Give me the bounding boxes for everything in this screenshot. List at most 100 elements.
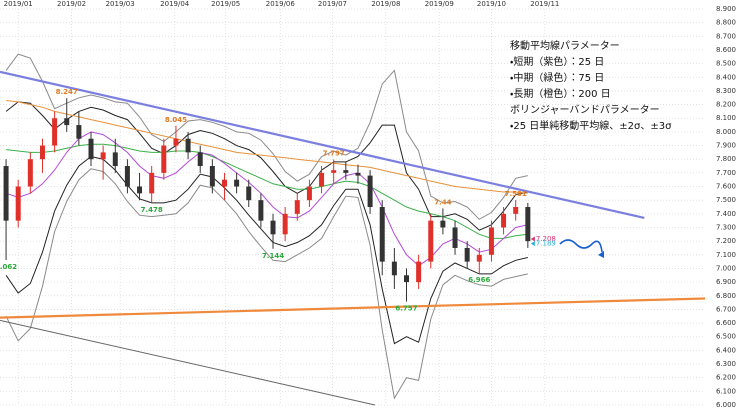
candle-body (234, 179, 240, 187)
x-tick-label: 2019/03 (106, 0, 135, 8)
x-tick-label: 2019/11 (530, 0, 559, 8)
price-marker (530, 236, 535, 242)
price-marker (530, 241, 535, 247)
y-tick-label: 8.800 (716, 19, 736, 27)
y-tick-label: 8.000 (716, 128, 736, 136)
y-tick-label: 6.600 (716, 319, 736, 327)
y-tick-label: 8.600 (716, 46, 736, 54)
candle-body (124, 166, 130, 187)
price-annotation: 7.062 (0, 263, 17, 271)
y-tick-label: 8.400 (716, 73, 736, 81)
y-tick-label: 7.400 (716, 210, 736, 218)
arrow-head (598, 251, 604, 258)
candle-body (3, 166, 9, 221)
y-tick-label: 7.500 (716, 196, 736, 204)
candle-body (331, 170, 337, 173)
x-tick-label: 2019/05 (211, 0, 240, 8)
candle-body (294, 200, 300, 214)
candle-body (27, 159, 33, 187)
y-tick-label: 7.600 (716, 183, 736, 191)
candle-body (173, 138, 179, 146)
candle-body (258, 200, 264, 221)
note: ボリンジャーバンドパラメーター (510, 104, 660, 116)
x-tick-label: 2019/10 (477, 0, 506, 8)
price-annotation: 8.247 (56, 88, 78, 96)
candle-body (525, 207, 531, 242)
candle-body (367, 175, 373, 207)
price-annotation: 6.757 (395, 305, 417, 313)
candle-body (440, 220, 446, 228)
candle-body (282, 213, 288, 235)
grid (0, 8, 705, 406)
x-tick-label: 2019/09 (425, 0, 454, 8)
candle-body (416, 261, 422, 283)
candle-body (246, 186, 252, 201)
x-tick-label: 2019/01 (4, 0, 33, 8)
y-tick-label: 8.200 (716, 101, 736, 109)
y-tick-label: 7.100 (716, 251, 736, 259)
candle-body (428, 220, 434, 262)
x-tick-label: 2019/02 (57, 0, 86, 8)
y-tick-label: 7.000 (716, 264, 736, 272)
price-annotation: 7.478 (141, 206, 163, 214)
forecast-arrow (559, 239, 603, 253)
candle-body (64, 118, 70, 126)
candle-body (379, 207, 385, 262)
candle-body (52, 118, 58, 146)
y-tick-label: 6.100 (716, 387, 736, 395)
y-tick-label: 8.500 (716, 60, 736, 68)
candle-body (137, 186, 143, 194)
note: ・25 日単純移動平均線、±2σ、±3σ (510, 119, 672, 132)
candle-body (452, 227, 458, 248)
candle-body (15, 186, 21, 221)
candle-body (513, 207, 519, 214)
x-tick-label: 2019/07 (318, 0, 347, 8)
y-tick-label: 6.500 (716, 333, 736, 341)
indicator-line (5, 53, 528, 220)
note: ・短期（紫色）：25 日 (510, 55, 604, 68)
candle-body (488, 227, 494, 255)
note: ・長期（橙色）：200 日 (510, 87, 611, 100)
price-annotation: 6.966 (468, 276, 490, 284)
price-annotation: 7.144 (262, 252, 284, 260)
price-annotation: 7.797 (323, 150, 345, 158)
y-tick-label: 6.200 (716, 374, 736, 382)
candle-body (306, 186, 312, 201)
candle-body (209, 166, 215, 187)
note: ・中期（緑色）：75 日 (510, 71, 604, 84)
y-tick-label: 6.900 (716, 278, 736, 286)
indicator-line (5, 168, 528, 400)
y-tick-label: 6.000 (716, 401, 736, 409)
candle-body (355, 172, 361, 176)
candle-body (161, 145, 167, 173)
x-tick-label: 2019/08 (371, 0, 400, 8)
price-annotation: 7.44 (434, 198, 451, 206)
note: 移動平均線パラメーター (510, 39, 620, 52)
candle-body (112, 152, 118, 167)
indicator-line (5, 131, 528, 267)
price-annotation: 7.501 (505, 190, 527, 198)
indicator-lines (5, 53, 528, 400)
y-tick-label: 6.300 (716, 360, 736, 368)
y-tick-label: 6.700 (716, 305, 736, 313)
y-tick-label: 7.200 (716, 237, 736, 245)
candle-body (403, 275, 409, 283)
candle-body (270, 220, 276, 235)
price-label: 7.208 (536, 235, 556, 243)
candle-body (185, 138, 191, 153)
candle-body (88, 138, 94, 160)
price-label: 7.189 (536, 240, 556, 248)
trendlines (0, 70, 706, 406)
y-tick-label: 8.100 (716, 114, 736, 122)
y-tick-label: 7.300 (716, 223, 736, 231)
candles (3, 98, 531, 302)
y-tick-label: 8.300 (716, 87, 736, 95)
trendline (0, 70, 645, 219)
candle-body (391, 261, 397, 276)
x-tick-label: 2019/04 (160, 0, 190, 8)
candle-body (501, 213, 507, 228)
y-tick-label: 6.800 (716, 292, 736, 300)
y-tick-label: 7.800 (716, 155, 736, 163)
